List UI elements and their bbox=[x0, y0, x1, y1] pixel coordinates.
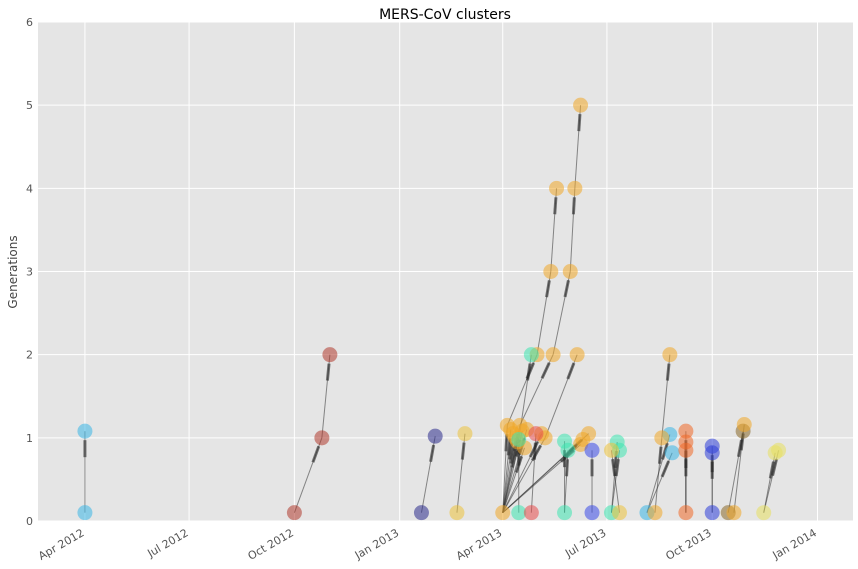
case-point bbox=[286, 505, 302, 521]
case-point bbox=[545, 347, 561, 363]
edge-arrowhead bbox=[768, 461, 775, 479]
case-point bbox=[678, 442, 694, 458]
case-point bbox=[678, 505, 694, 521]
case-point bbox=[77, 505, 93, 521]
x-tick-label: Apr 2013 bbox=[454, 526, 504, 563]
x-tick-label: Jan 2013 bbox=[352, 526, 401, 562]
case-point bbox=[704, 505, 720, 521]
case-point bbox=[584, 505, 600, 521]
edge-arrowhead bbox=[565, 459, 569, 477]
case-point bbox=[662, 347, 678, 363]
case-point bbox=[573, 436, 589, 452]
case-point bbox=[704, 445, 720, 461]
x-tick-label: Oct 2013 bbox=[663, 526, 713, 563]
y-tick-label: 5 bbox=[26, 99, 33, 112]
case-point bbox=[413, 505, 429, 521]
edge-arrowhead bbox=[509, 446, 516, 464]
edge-arrowhead bbox=[429, 444, 436, 463]
case-point bbox=[557, 505, 573, 521]
case-point bbox=[457, 426, 473, 442]
x-tick-label: Oct 2012 bbox=[246, 526, 296, 563]
y-tick-label: 4 bbox=[26, 182, 33, 195]
case-point bbox=[528, 426, 544, 442]
y-tick-label: 1 bbox=[26, 432, 33, 445]
case-point bbox=[77, 423, 93, 439]
edge-arrowhead bbox=[553, 197, 558, 215]
edge-arrowhead bbox=[660, 460, 671, 478]
case-point bbox=[427, 428, 443, 444]
case-point bbox=[549, 180, 565, 196]
case-point bbox=[322, 347, 338, 363]
edge-arrowhead bbox=[657, 446, 663, 464]
y-tick-label: 6 bbox=[26, 16, 33, 29]
y-tick-label: 0 bbox=[26, 515, 33, 528]
case-point bbox=[567, 180, 583, 196]
chart-title: MERS-CoV clusters bbox=[379, 7, 511, 23]
edge-arrowhead bbox=[577, 114, 582, 132]
case-point bbox=[664, 445, 680, 461]
case-point bbox=[495, 505, 511, 521]
case-point bbox=[511, 505, 527, 521]
grid-lines bbox=[38, 21, 853, 522]
edge-arrowhead bbox=[532, 442, 537, 460]
x-tick-label: Jan 2014 bbox=[770, 526, 819, 562]
case-point bbox=[726, 505, 742, 521]
case-point bbox=[756, 505, 772, 521]
cluster-points bbox=[77, 97, 787, 521]
edge-arrowhead bbox=[665, 363, 671, 381]
case-point bbox=[511, 431, 527, 447]
y-axis-label: Generations bbox=[6, 235, 20, 308]
case-point bbox=[562, 264, 578, 279]
edge-arrowhead bbox=[563, 280, 570, 298]
edge-arrowhead bbox=[566, 362, 576, 380]
case-point bbox=[523, 505, 539, 521]
case-point bbox=[647, 505, 663, 521]
edge-arrowhead bbox=[771, 458, 778, 476]
case-point bbox=[449, 505, 465, 521]
x-tick-label: Jul 2013 bbox=[562, 526, 608, 560]
case-point bbox=[771, 442, 787, 458]
case-point bbox=[736, 417, 752, 433]
case-point bbox=[584, 442, 600, 458]
case-point bbox=[678, 423, 694, 439]
case-point bbox=[654, 430, 670, 446]
case-point bbox=[543, 264, 559, 279]
case-point bbox=[314, 430, 330, 446]
case-point bbox=[560, 442, 576, 458]
edge-arrowhead bbox=[325, 363, 331, 381]
y-tick-label: 2 bbox=[26, 349, 33, 362]
edge-arrowhead bbox=[545, 280, 551, 298]
edge-arrowhead bbox=[526, 363, 532, 381]
edge-arrowhead bbox=[510, 450, 518, 468]
edge-arrowhead bbox=[311, 445, 321, 463]
edge-arrowhead bbox=[571, 197, 576, 215]
case-point bbox=[523, 347, 539, 363]
y-tick-label: 3 bbox=[26, 266, 33, 279]
x-tick-label: Apr 2012 bbox=[36, 526, 86, 563]
x-tick-label: Jul 2012 bbox=[144, 526, 190, 560]
edge-arrowhead bbox=[611, 459, 617, 477]
case-point bbox=[603, 442, 619, 458]
case-point bbox=[611, 505, 627, 521]
case-point bbox=[569, 347, 585, 363]
case-point bbox=[573, 97, 589, 113]
case-point bbox=[581, 426, 597, 442]
edge-arrowhead bbox=[614, 459, 620, 477]
edge-arrowhead bbox=[460, 442, 466, 460]
y-axis-ticks: 0 1 2 3 4 5 6 bbox=[26, 16, 33, 528]
edge-arrowhead bbox=[540, 362, 551, 379]
x-axis-ticks: Apr 2012 Jul 2012 Oct 2012 Jan 2013 Apr 2013… bbox=[36, 526, 819, 563]
